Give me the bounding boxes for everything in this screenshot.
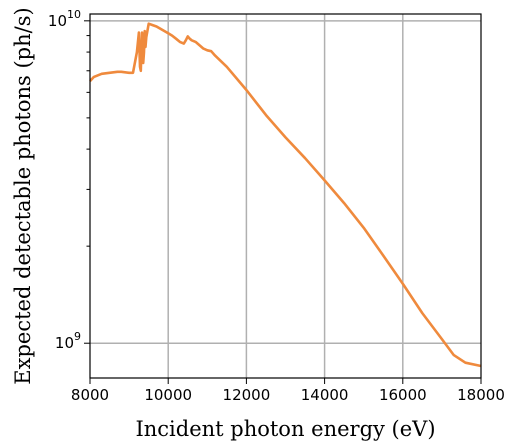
x-tick-labels: 8000 10000 12000 14000 16000 18000 [71,386,505,404]
y-tick-label: 1010 [48,8,81,30]
series-line [89,22,482,368]
x-tick-label: 8000 [71,386,109,404]
x-tick-label: 12000 [223,386,271,404]
x-tick-label: 14000 [301,386,349,404]
grid-lines [90,14,481,378]
y-tick-labels: 109 1010 [48,8,81,352]
x-tick-label: 10000 [144,386,192,404]
x-tick-label: 16000 [379,386,427,404]
plot-frame [89,13,482,379]
y-tick-label: 109 [55,330,81,352]
x-axis-title: Incident photon energy (eV) [135,417,435,441]
x-tick-label: 18000 [457,386,505,404]
series-layer [89,22,482,368]
y-axis-title: Expected detectable photons (ph/s) [11,7,35,384]
tick-marks [84,20,482,384]
